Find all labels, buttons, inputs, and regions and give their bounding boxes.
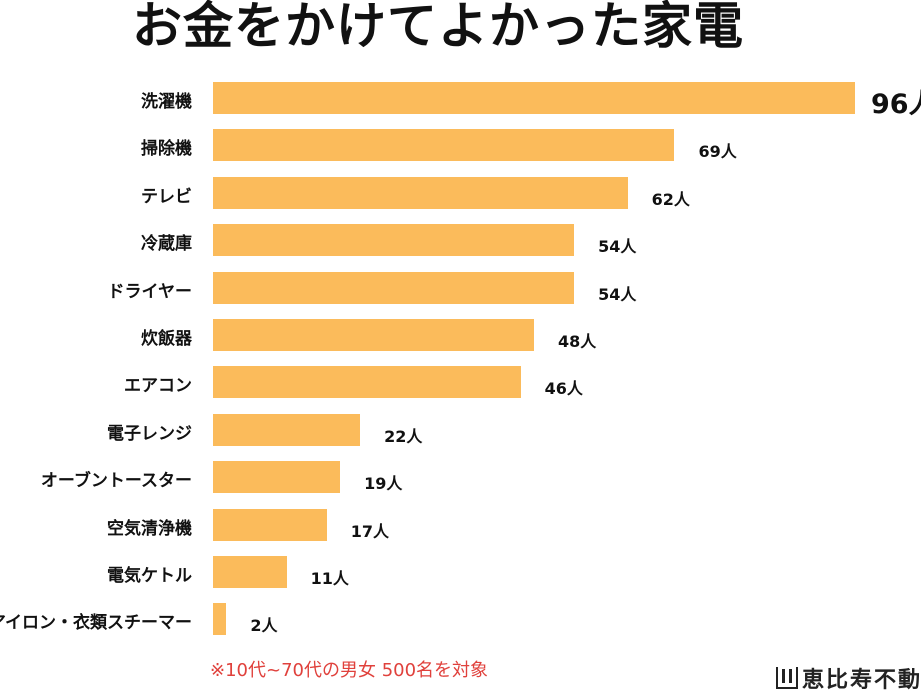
bar xyxy=(213,82,855,114)
bar xyxy=(213,508,327,541)
logo-text: 恵比寿不動産 xyxy=(802,668,921,693)
category-label: 掃除機 xyxy=(0,134,192,159)
category-label-text: 洗濯機 xyxy=(141,92,192,112)
category-label-text: 電気ケトル xyxy=(107,566,192,586)
chart-title: お金をかけてよかった家電 xyxy=(132,0,744,55)
bar xyxy=(213,556,287,588)
category-label: オーブントースター xyxy=(0,466,192,491)
value-label: 22人 xyxy=(384,426,423,446)
value-label: 11人 xyxy=(310,569,349,588)
category-label: エアコン xyxy=(0,371,192,396)
category-label: 電子レンジ xyxy=(0,419,192,444)
bar xyxy=(213,461,341,494)
category-label-text: オーブントースター xyxy=(40,471,192,492)
bar xyxy=(213,176,628,209)
category-label-text: 炊飯器 xyxy=(141,329,192,349)
category-label: アイロン・衣類スチーマー xyxy=(0,608,192,633)
category-label-text: 空気清浄機 xyxy=(107,518,192,539)
bar xyxy=(213,603,227,636)
value-label: 17人 xyxy=(350,521,389,541)
value-label: 54人 xyxy=(598,237,637,257)
bar xyxy=(213,224,575,257)
category-label-text: アイロン・衣類スチーマー xyxy=(0,613,192,634)
category-label-text: テレビ xyxy=(141,186,192,207)
category-label-text: 冷蔵庫 xyxy=(141,234,192,255)
bar xyxy=(213,366,521,399)
value-label: 62人 xyxy=(651,189,690,209)
value-label: 54人 xyxy=(598,284,637,304)
value-label: 69人 xyxy=(698,142,737,162)
value-label: 2人 xyxy=(250,616,278,636)
bar xyxy=(213,413,361,446)
category-label-text: 掃除機 xyxy=(141,139,192,160)
logo-mark-icon xyxy=(776,667,798,689)
category-label: 電気ケトル xyxy=(0,561,192,586)
bar xyxy=(213,319,534,351)
category-label: 冷蔵庫 xyxy=(0,229,192,254)
survey-note: ※10代~70代の男女 500名を対象 xyxy=(210,660,489,681)
bar xyxy=(213,271,575,304)
category-label: ドライヤー xyxy=(0,277,193,302)
value-label: 46人 xyxy=(544,379,583,399)
company-logo: 恵比寿不動産 xyxy=(776,662,921,694)
category-label: テレビ xyxy=(0,182,192,207)
category-label: 空気清浄機 xyxy=(0,514,192,539)
value-label: 48人 xyxy=(558,332,597,351)
category-label-text: エアコン xyxy=(124,376,192,397)
category-label-text: 電子レンジ xyxy=(107,423,192,444)
bar xyxy=(213,129,675,162)
value-label: 19人 xyxy=(364,474,403,494)
value-label: 96人 xyxy=(871,89,921,120)
category-label: 洗濯機 xyxy=(0,87,192,112)
category-label-text: ドライヤー xyxy=(107,281,193,302)
category-label: 炊飯器 xyxy=(0,324,192,349)
